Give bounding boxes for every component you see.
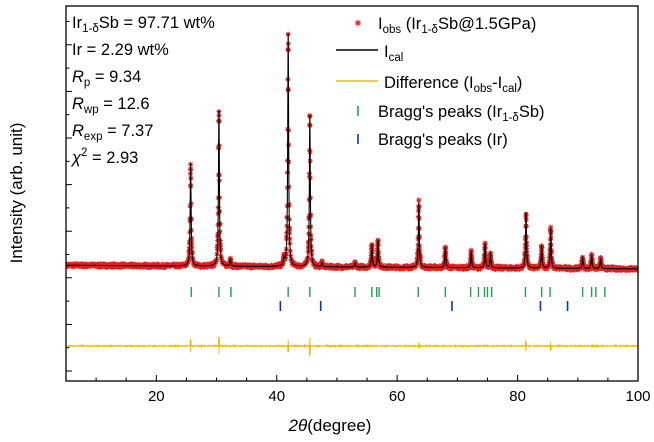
legend-marker — [354, 19, 362, 27]
legend-label: Bragg's peaks (Ir) — [378, 131, 508, 149]
legend-label: Bragg's peaks (Ir1-δSb) — [378, 103, 545, 124]
legend-entry-bragg_main: Bragg's peaks (Ir1-δSb) — [357, 103, 545, 124]
legend-entry-observed: Iobs (Ir1-δSb@1.5GPa) — [354, 15, 536, 36]
x-tick-label: 80 — [509, 388, 526, 405]
stat-line: Rwp = 12.6 — [72, 95, 150, 116]
observed-series — [66, 31, 638, 274]
stat-line: Ir = 2.29 wt% — [72, 41, 169, 59]
stat-line: Ir1-δSb = 97.71 wt% — [72, 14, 215, 35]
x-axis-title: 2θ(degree) — [288, 416, 372, 435]
y-axis-title: Intensity (arb. unit) — [7, 123, 26, 264]
x-axis: 20 40 60 80 100 — [95, 375, 651, 405]
legend-label: Ical — [384, 43, 403, 64]
plot-frame — [65, 5, 639, 382]
refinement-statistics: Ir1-δSb = 97.71 wt% Ir = 2.29 wt% Rp = 9.3… — [70, 14, 215, 167]
legend-label: Difference (Iobs-Ical) — [384, 74, 522, 95]
difference-series — [66, 337, 638, 356]
legend: Iobs (Ir1-δSb@1.5GPa) Ical Difference (Iob… — [336, 15, 545, 149]
x-tick-label: 100 — [625, 388, 650, 405]
x-tick-label: 20 — [148, 388, 165, 405]
x-axis-unit: (degree) — [307, 416, 371, 435]
y-axis — [66, 21, 72, 372]
stat-line: Rp = 9.34 — [72, 68, 141, 89]
x-tick-label: 40 — [268, 388, 285, 405]
x-tick-label: 60 — [389, 388, 406, 405]
calculated-series — [66, 33, 638, 270]
legend-label: Iobs (Ir1-δSb@1.5GPa) — [378, 15, 536, 36]
legend-entry-bragg_ir: Bragg's peaks (Ir) — [357, 131, 508, 149]
legend-entry-difference: Difference (Iobs-Ical) — [336, 74, 522, 95]
legend-entry-calculated: Ical — [336, 43, 403, 64]
stat-line: Rexp = 7.37 — [72, 122, 153, 143]
x-axis-symbol: 2θ — [288, 416, 308, 435]
stat-line: χ2 = 2.93 — [70, 147, 138, 167]
